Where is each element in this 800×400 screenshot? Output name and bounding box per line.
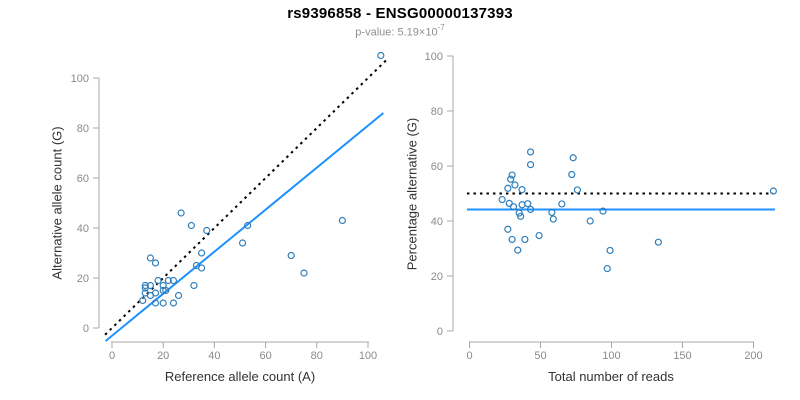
y-tick-label: 20 xyxy=(77,273,89,285)
data-point xyxy=(549,215,557,223)
data-point xyxy=(586,217,594,225)
left-y-axis-title: Alternative allele count (G) xyxy=(49,126,65,280)
data-point xyxy=(151,289,160,297)
data-point xyxy=(154,276,162,285)
y-tick-label: 20 xyxy=(431,271,443,283)
right-y-axis-title: Percentage alternative (G) xyxy=(404,117,420,271)
x-tick-label: 150 xyxy=(673,350,691,362)
data-point xyxy=(535,231,543,240)
data-point xyxy=(504,225,512,233)
data-point xyxy=(769,187,777,195)
data-point xyxy=(504,184,512,192)
data-point xyxy=(159,299,167,307)
data-point xyxy=(518,186,526,194)
data-point xyxy=(174,291,183,300)
y-tick-label: 60 xyxy=(431,161,443,173)
x-tick-label: 0 xyxy=(109,350,115,362)
x-tick-label: 50 xyxy=(534,350,546,362)
data-point xyxy=(509,203,518,211)
pvalue-exponent: -7 xyxy=(437,23,445,32)
data-point xyxy=(151,259,160,267)
data-point xyxy=(521,235,529,244)
data-point xyxy=(515,209,523,217)
y-tick-label: 40 xyxy=(77,223,89,235)
data-point xyxy=(526,205,535,214)
data-point xyxy=(507,175,515,183)
data-point xyxy=(141,281,149,290)
x-tick-label: 100 xyxy=(359,350,377,362)
data-point xyxy=(377,51,385,60)
right-panel: 0 50 100 150 200 0 20 40 60 80 100 xyxy=(425,51,777,362)
data-point xyxy=(338,216,346,225)
data-point xyxy=(573,186,582,194)
x-tick-label: 20 xyxy=(157,350,169,362)
data-point xyxy=(177,209,185,217)
data-point xyxy=(287,251,295,260)
pvalue-subtitle: p-value: 5.19×10-7 xyxy=(0,23,800,39)
x-tick-label: 80 xyxy=(311,350,323,362)
data-point xyxy=(238,239,247,247)
data-point xyxy=(514,246,522,254)
data-point xyxy=(164,276,172,285)
data-point xyxy=(606,246,614,255)
y-tick-label: 80 xyxy=(77,123,89,135)
x-tick-label: 40 xyxy=(208,350,220,362)
pvalue-text: p-value: 5.19×10 xyxy=(355,26,438,39)
data-point xyxy=(599,207,607,215)
left-x-axis-title: Reference allele count (A) xyxy=(164,369,316,384)
data-point xyxy=(498,195,506,204)
data-point xyxy=(526,161,535,169)
data-point xyxy=(139,296,147,305)
data-point xyxy=(508,171,516,179)
data-point xyxy=(558,200,566,208)
y-tick-label: 40 xyxy=(431,216,443,228)
data-point xyxy=(162,286,170,295)
data-point xyxy=(603,264,611,273)
data-point xyxy=(151,299,160,307)
y-tick-label: 100 xyxy=(71,73,89,85)
data-point xyxy=(146,254,154,262)
data-point xyxy=(568,170,576,179)
data-point xyxy=(244,221,252,230)
page-title: rs9396858 - ENSG00000137393 xyxy=(287,5,513,22)
x-tick-label: 0 xyxy=(466,350,472,362)
data-point xyxy=(518,201,526,209)
x-tick-label: 100 xyxy=(602,350,620,362)
data-point xyxy=(203,226,211,235)
y-tick-label: 100 xyxy=(425,51,443,63)
data-point xyxy=(508,235,516,244)
data-point xyxy=(187,221,195,230)
identity-line xyxy=(104,58,388,336)
y-tick-label: 60 xyxy=(77,173,89,185)
data-point xyxy=(169,299,178,307)
y-tick-label: 0 xyxy=(437,326,443,338)
y-tick-label: 0 xyxy=(83,323,89,335)
x-tick-label: 60 xyxy=(259,350,271,362)
right-x-axis-title: Total number of reads xyxy=(548,369,674,384)
y-tick-label: 80 xyxy=(431,106,443,118)
data-point xyxy=(300,269,308,277)
data-point xyxy=(569,154,577,162)
data-point xyxy=(146,281,154,290)
data-point xyxy=(511,181,519,189)
data-point xyxy=(548,208,556,217)
data-point xyxy=(517,212,525,220)
data-point xyxy=(654,238,662,246)
data-point xyxy=(198,264,206,272)
left-panel: 0 20 40 60 80 100 0 20 40 60 80 100 xyxy=(71,51,388,362)
data-point xyxy=(198,249,206,257)
x-tick-label: 200 xyxy=(744,350,762,362)
data-point xyxy=(169,276,178,285)
data-point xyxy=(526,148,535,156)
data-point xyxy=(190,281,198,290)
data-point xyxy=(159,286,167,295)
data-point xyxy=(524,200,532,208)
